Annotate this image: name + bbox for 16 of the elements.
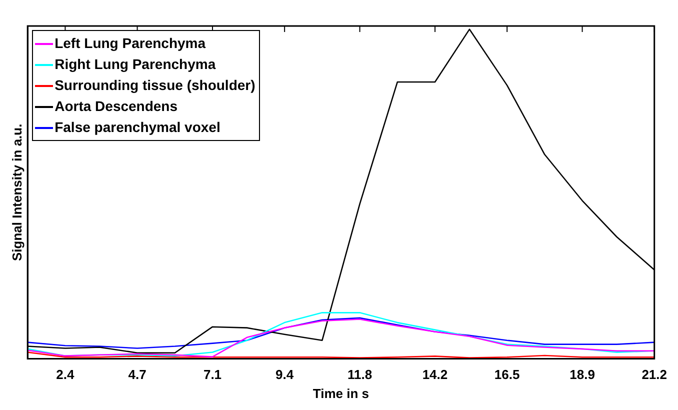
legend-label: Left Lung Parenchyma [54, 34, 206, 53]
legend-label: Surrounding tissue (shoulder) [54, 76, 256, 95]
x-tick-label: 18.9 [570, 367, 595, 382]
x-tick-label: 4.7 [128, 367, 146, 382]
x-axis-title: Time in s [312, 386, 370, 401]
x-tick-label: 11.8 [347, 367, 372, 382]
x-tick-label: 2.4 [56, 367, 76, 382]
x-tick-label: 14.2 [422, 367, 448, 382]
y-axis-title: Signal Intensity in a.u. [9, 124, 24, 262]
legend-label: Aorta Descendens [54, 97, 178, 116]
legend-label: Right Lung Parenchyma [54, 55, 216, 74]
x-tick-label: 21.2 [642, 367, 668, 382]
legend-label: False parenchymal voxel [54, 118, 220, 137]
x-tick-label: 9.4 [276, 367, 294, 382]
x-tick-label: 7.1 [203, 367, 222, 382]
x-tick-label: 16.5 [494, 367, 520, 382]
